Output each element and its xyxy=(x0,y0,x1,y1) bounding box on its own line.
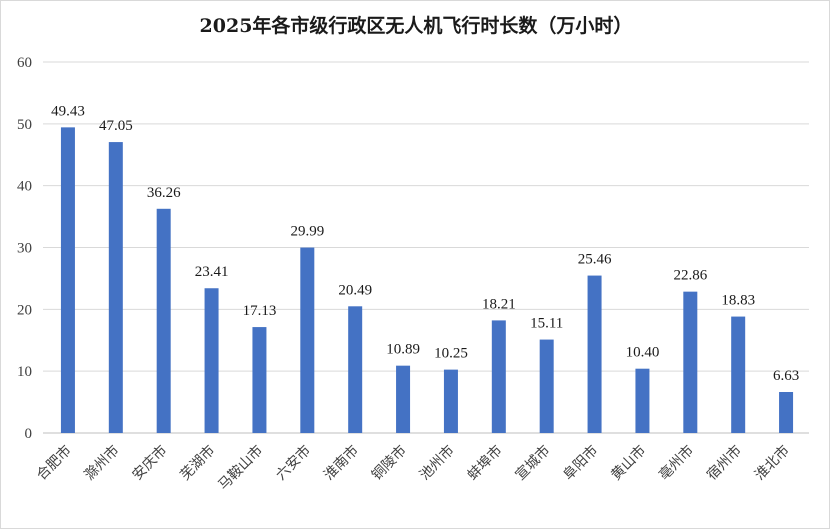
data-label-6: 29.99 xyxy=(290,224,324,240)
data-label-3: 36.26 xyxy=(147,185,181,201)
bar-2 xyxy=(108,142,123,434)
category-label-10: 蚌埠市 xyxy=(464,442,506,484)
bar-14 xyxy=(683,291,698,433)
bar-5 xyxy=(252,327,267,433)
data-label-7: 20.49 xyxy=(338,282,372,298)
data-label-13: 10.40 xyxy=(626,345,660,361)
category-label-3: 安庆市 xyxy=(129,442,171,484)
data-label-8: 10.89 xyxy=(386,342,420,358)
category-label-4: 芜湖市 xyxy=(177,442,219,484)
gridlines xyxy=(43,61,809,434)
chart-title: 2025年各市级行政区无人机飞行时长数（万小时） xyxy=(199,15,633,37)
data-label-5: 17.13 xyxy=(243,303,277,319)
y-axis-ticks: 0 10 20 30 40 50 60 xyxy=(17,55,32,442)
category-label-5: 马鞍山市 xyxy=(215,442,267,494)
y-tick-label-20: 20 xyxy=(17,302,32,318)
bar-9 xyxy=(443,369,458,433)
bar-11 xyxy=(539,339,554,433)
category-label-15: 宿州市 xyxy=(703,442,745,484)
category-label-1: 合肥市 xyxy=(33,442,75,484)
category-label-8: 铜陵市 xyxy=(368,442,410,484)
category-label-13: 黄山市 xyxy=(608,442,650,484)
data-labels: 49.43 47.05 36.26 23.41 17.13 29.99 20.49 10.89… xyxy=(51,103,799,384)
category-label-6: 六安市 xyxy=(272,442,314,484)
data-label-14: 22.86 xyxy=(673,268,707,284)
category-label-12: 阜阳市 xyxy=(560,442,602,484)
y-tick-label-50: 50 xyxy=(17,117,32,133)
y-tick-label-30: 30 xyxy=(17,241,32,257)
data-label-16: 6.63 xyxy=(773,368,799,384)
data-label-11: 15.11 xyxy=(530,316,563,332)
bar-12 xyxy=(587,275,602,433)
data-label-10: 18.21 xyxy=(482,296,516,312)
y-tick-label-60: 60 xyxy=(17,55,32,71)
data-label-2: 47.05 xyxy=(99,118,133,134)
data-label-15: 18.83 xyxy=(721,293,755,309)
bar-13 xyxy=(635,368,650,433)
data-label-1: 49.43 xyxy=(51,103,85,119)
bar-10 xyxy=(491,320,506,433)
category-label-2: 滁州市 xyxy=(81,442,123,484)
bar-1 xyxy=(60,127,75,433)
category-label-11: 宣城市 xyxy=(512,442,554,484)
bar-7 xyxy=(348,306,363,433)
bar-16 xyxy=(779,392,794,433)
bar-6 xyxy=(300,247,315,433)
bar-3 xyxy=(156,208,171,433)
data-label-9: 10.25 xyxy=(434,346,468,362)
data-label-12: 25.46 xyxy=(578,252,612,268)
y-tick-label-0: 0 xyxy=(25,426,33,442)
bar-15 xyxy=(731,316,746,433)
bar-8 xyxy=(396,365,411,433)
y-tick-label-10: 10 xyxy=(17,364,32,380)
bar-4 xyxy=(204,288,219,433)
category-label-7: 淮南市 xyxy=(320,442,362,484)
y-tick-label-40: 40 xyxy=(17,179,32,195)
category-label-9: 池州市 xyxy=(416,442,458,484)
data-label-4: 23.41 xyxy=(195,264,229,280)
category-label-14: 亳州市 xyxy=(655,442,697,484)
bars xyxy=(60,127,794,434)
category-label-16: 淮北市 xyxy=(751,442,793,484)
